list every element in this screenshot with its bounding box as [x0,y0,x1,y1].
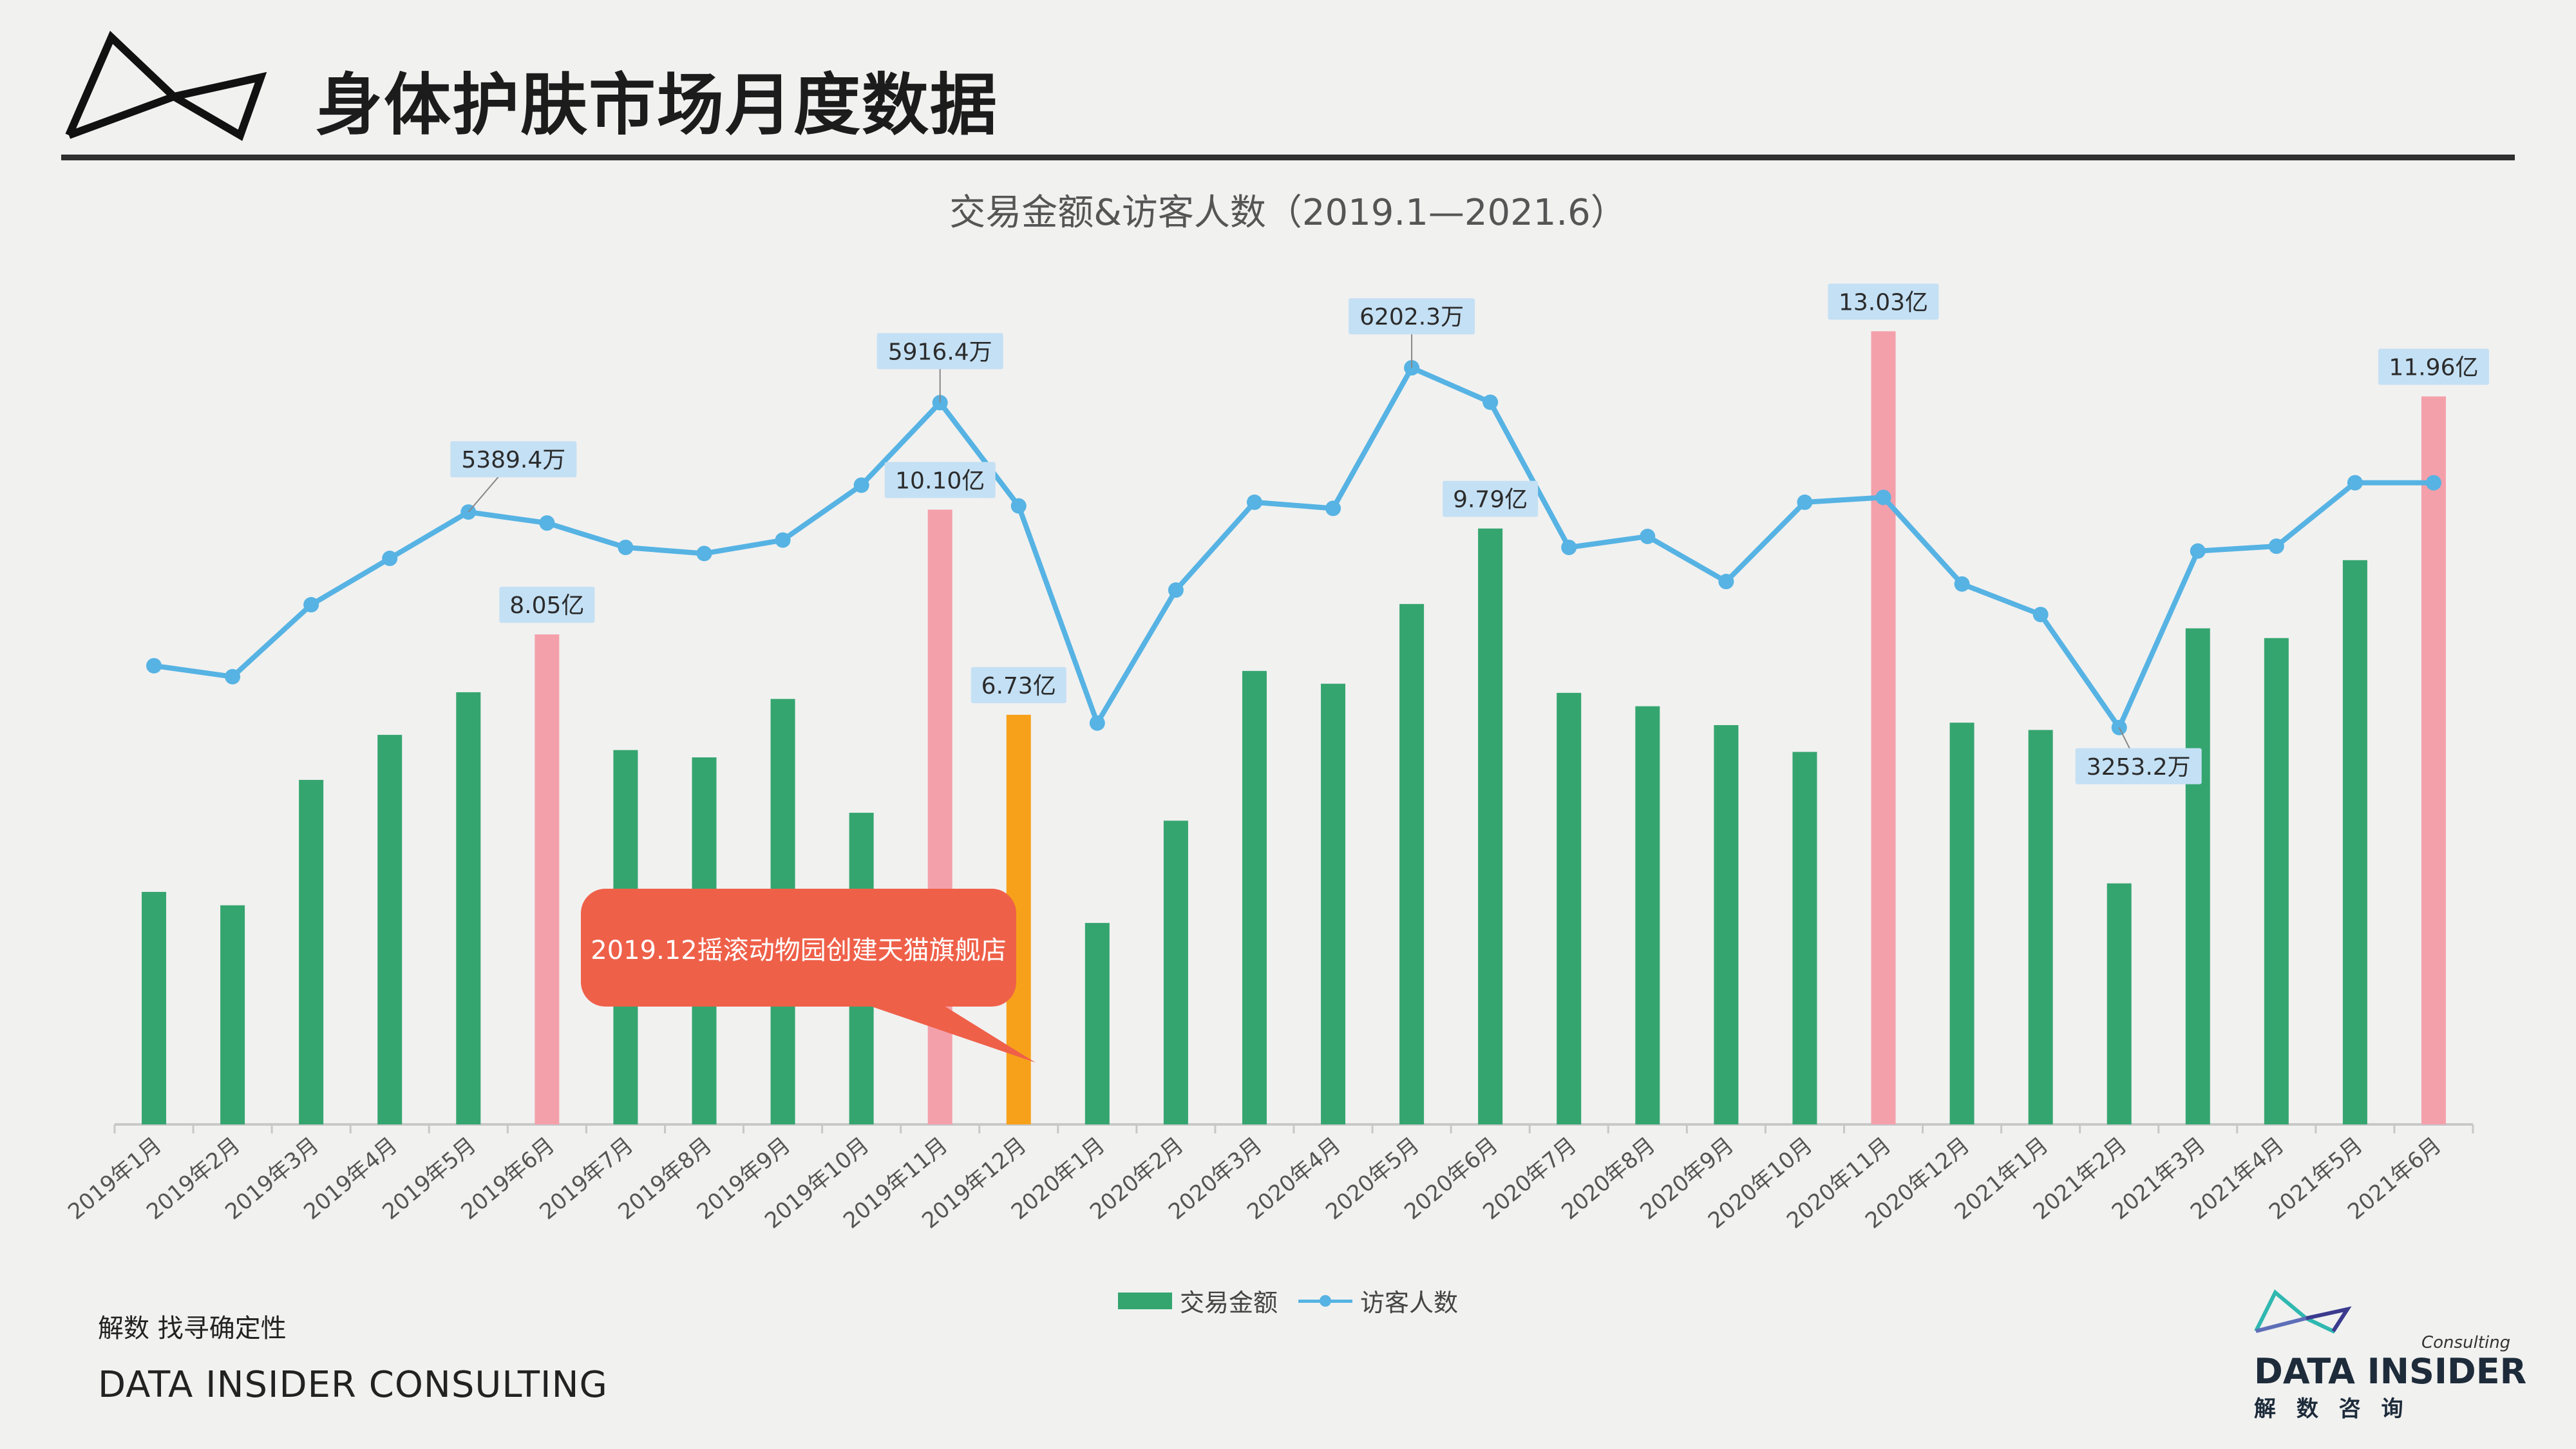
line-point [382,551,398,567]
bar [2264,638,2289,1124]
bar [377,735,402,1124]
bar [1792,752,1817,1124]
line-point [225,668,241,685]
line-point [1089,715,1105,731]
legend-line-swatch [1298,1293,1353,1309]
bar-data-label-bg [499,587,595,623]
line-point [1010,498,1027,514]
bar [1635,706,1660,1124]
bar-data-label-bg [971,667,1066,703]
legend-item-line: 访客人数 [1298,1283,1458,1318]
line-data-label-bg [2075,748,2202,784]
line-point [1797,494,1813,510]
brand-logo-icon [2254,1289,2352,1334]
chart-legend: 交易金额 访客人数 [0,1283,2576,1318]
bar [1714,724,1739,1124]
bar [142,891,167,1124]
bar-data-label-bg [2378,348,2489,385]
bar [1949,723,1975,1124]
line-point [696,545,712,562]
line-point [303,597,319,613]
bar-data-label: 6.73亿 [981,673,1056,699]
bar [2342,560,2367,1124]
bar-data-label: 8.05亿 [509,592,584,619]
bar [1399,603,1425,1124]
bar [2185,628,2210,1124]
line-point [146,658,162,674]
bar-data-label: 11.96亿 [2389,355,2478,381]
bar-data-label: 13.03亿 [1839,289,1928,316]
bar [1084,923,1110,1124]
line-point [2190,543,2206,559]
bar [1321,683,1346,1124]
line-data-label: 5389.4万 [461,447,565,473]
line-point [1325,500,1341,516]
bar [1871,331,1896,1124]
logo-icon [65,30,267,141]
line-data-label-bg [1349,298,1475,335]
legend-line-label: 访客人数 [1360,1289,1459,1317]
bar-data-label-bg [1443,480,1539,517]
line-point [1640,528,1656,544]
line-point [1561,540,1577,556]
legend-bar-label: 交易金额 [1179,1289,1278,1317]
bar [2107,883,2132,1124]
page-title: 身体护肤市场月度数据 [316,66,999,144]
legend-bar-swatch [1117,1292,1172,1309]
footer-company: DATA INSIDER CONSULTING [98,1364,608,1406]
legend-item-bar: 交易金额 [1117,1283,1278,1318]
line-data-label: 6202.3万 [1359,304,1464,330]
bar-data-label: 9.79亿 [1453,487,1528,513]
bar [1478,528,1503,1124]
bar-data-label: 10.10亿 [895,468,985,494]
line-point [2268,538,2284,554]
bar-data-label-bg [1828,283,1939,320]
brand-consulting: Consulting [2421,1333,2511,1352]
store-launch-callout: 2019.12摇滚动物园创建天猫旗舰店 [581,889,1016,1007]
bar-data-label-bg [884,462,996,498]
line-point [775,532,791,548]
line-data-label-bg [450,441,577,478]
line-point [1875,489,1891,506]
line-point [1482,394,1499,410]
line-data-label: 5916.4万 [888,339,992,365]
line-point [1246,494,1262,510]
bar [535,634,560,1124]
line-data-label: 3253.2万 [2087,754,2191,781]
bar [1163,820,1188,1124]
visitor-line [153,365,2434,730]
brand-name-cn: 解 数 咨 询 [2254,1396,2410,1422]
footer-slogan: 解数 找寻确定性 [98,1314,287,1343]
line-point [539,515,555,531]
line-point [2032,607,2049,623]
chart-title: 交易金额&访客人数（2019.1—2021.6） [949,192,1627,234]
line-point [2347,475,2363,491]
bar [1242,670,1267,1124]
line-point [2425,475,2441,491]
brand-name: DATA INSIDER [2254,1351,2527,1392]
bar [2421,396,2446,1124]
line-point [853,477,869,493]
line-point [618,540,634,556]
line-point [1168,582,1184,598]
bar [2028,730,2053,1124]
bar [1557,692,1582,1124]
line-point [1718,574,1734,590]
bar [456,692,481,1124]
title-divider [61,155,2515,160]
line-data-label-bg [876,333,1003,370]
bar [299,780,324,1124]
bar [220,905,245,1124]
line-point [1954,576,1970,592]
